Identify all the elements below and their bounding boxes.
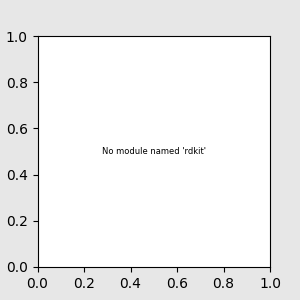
Text: No module named 'rdkit': No module named 'rdkit' <box>102 147 206 156</box>
